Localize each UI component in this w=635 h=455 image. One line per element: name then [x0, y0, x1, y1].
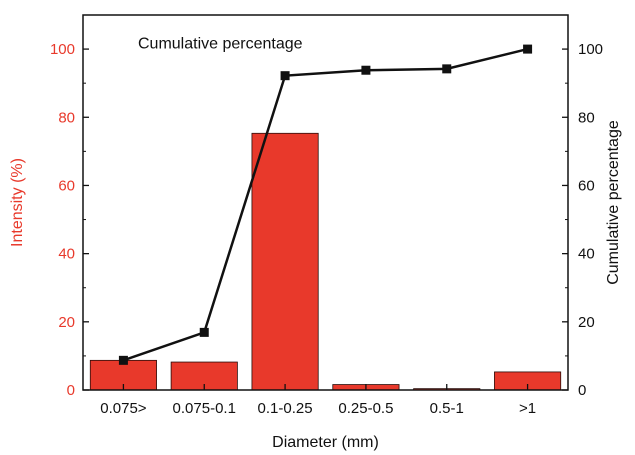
- chart-annotation: Cumulative percentage: [138, 35, 303, 52]
- right-tick-label: 40: [578, 246, 595, 263]
- line-point: [523, 44, 533, 54]
- right-tick-label: 0: [578, 382, 586, 399]
- left-tick-label: 80: [58, 109, 75, 126]
- x-tick-label: 0.25-0.5: [338, 400, 393, 417]
- left-tick-label: 20: [58, 314, 75, 331]
- left-tick-label: 40: [58, 246, 75, 263]
- line-point: [280, 71, 290, 81]
- line-point: [442, 64, 452, 74]
- right-tick-label: 100: [578, 41, 603, 58]
- x-tick-label: 0.075>: [100, 400, 147, 417]
- x-tick-label: 0.1-0.25: [258, 400, 313, 417]
- right-axis-ticks: 0 20 40 60 80 100: [562, 41, 603, 399]
- cumulative-line-group: [118, 44, 533, 365]
- left-axis-ticks: 0 20 40 60 80 100: [50, 41, 89, 399]
- left-tick-label: 100: [50, 41, 75, 58]
- x-axis-ticks: 0.075> 0.075-0.1 0.1-0.25 0.25-0.5 0.5-1 >1: [100, 384, 536, 417]
- x-tick-label: 0.075-0.1: [173, 400, 236, 417]
- right-tick-label: 20: [578, 314, 595, 331]
- line-point: [199, 327, 209, 337]
- bar-group: [89, 132, 562, 391]
- left-axis-title: Intensity (%): [9, 158, 26, 247]
- right-tick-label: 60: [578, 177, 595, 194]
- x-tick-label: 0.5-1: [430, 400, 464, 417]
- right-axis-title: Cumulative percentage: [605, 120, 622, 285]
- cumulative-line: [123, 47, 528, 362]
- line-point: [118, 355, 128, 365]
- x-tick-label: >1: [519, 400, 536, 417]
- line-point: [361, 65, 371, 75]
- x-axis-title: Diameter (mm): [272, 434, 379, 451]
- right-tick-label: 80: [578, 109, 595, 126]
- bar: [251, 132, 319, 391]
- plot-frame: [82, 14, 569, 391]
- left-tick-label: 0: [67, 382, 75, 399]
- left-tick-label: 60: [58, 177, 75, 194]
